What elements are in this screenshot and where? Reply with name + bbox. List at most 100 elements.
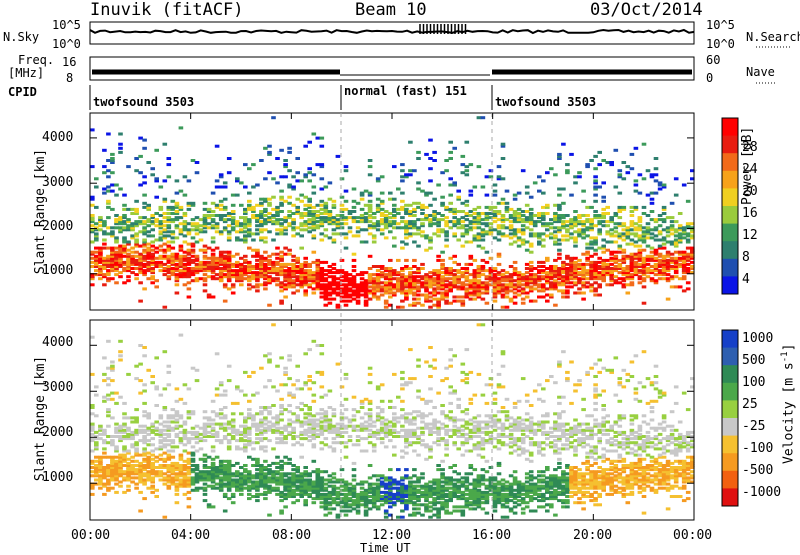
power-cell [271,207,276,211]
power-cell [251,210,256,213]
power-cell [681,271,687,275]
power-cell [649,279,655,283]
power-cell [496,210,502,213]
power-cell [138,258,143,262]
velocity-cell [226,484,232,488]
power-cell [641,277,647,281]
velocity-cell [118,474,123,478]
power-cell [291,175,296,179]
velocity-cell [134,482,139,486]
velocity-cell [182,383,188,387]
velocity-cell [106,383,111,387]
velocity-cell [319,420,325,424]
power-cell [174,252,180,256]
power-cell [541,222,546,226]
power-cell [267,212,272,215]
velocity-cell [243,486,248,490]
power-cell [609,216,614,220]
velocity-cell [122,457,127,461]
velocity-cell [170,464,176,467]
power-cell [210,260,216,264]
power-cell [569,271,574,275]
power-cell [661,220,667,224]
power-cell [174,256,180,260]
velocity-cell [226,459,232,463]
power-cell [343,293,349,297]
power-cell [198,260,204,264]
power-cell [102,283,107,287]
power-cell [581,267,586,270]
power-cell [617,169,623,173]
power-cell [396,273,401,277]
velocity-cell [194,430,200,434]
power-cell [383,226,389,230]
power-cell [319,275,325,279]
power-cell [218,260,224,264]
velocity-cell [198,432,204,436]
velocity-cell [202,435,208,438]
velocity-cell [343,416,349,420]
power-cell [138,136,143,140]
power-cell [629,254,635,258]
power-cell [424,283,429,287]
power-cell [400,281,405,285]
velocity-cell [210,461,216,465]
power-cell [375,177,381,181]
power-cell [158,265,164,268]
power-cell [412,285,417,289]
velocity-cell [335,501,341,505]
power-cell [114,246,119,250]
velocity-cell [303,432,308,436]
power-cell [267,269,272,273]
power-cell [633,252,639,256]
velocity-cell [118,426,123,430]
power-cell [557,226,562,230]
power-cell [593,262,598,266]
power-cell [287,252,292,256]
power-cell [247,265,252,268]
power-cell [114,183,119,187]
velocity-cell [263,486,268,490]
power-cell [122,240,127,244]
power-cell [142,250,147,254]
velocity-cell [331,488,337,492]
power-cell [331,238,337,242]
velocity-cell [194,432,200,436]
power-cell [609,218,614,222]
power-cell [235,179,240,183]
power-cell [90,218,95,222]
power-cell [593,193,598,197]
power-cell [158,207,164,211]
velocity-cell [178,484,184,488]
power-cell [617,191,623,195]
power-cell [681,289,687,293]
power-cell [198,267,204,270]
power-cell [396,281,401,285]
velocity-cell [190,480,196,484]
power-cell [601,246,606,250]
power-cell [367,205,373,209]
power-cell [404,228,409,232]
power-cell [460,226,466,230]
power-cell [424,293,429,297]
power-cell [279,189,284,193]
velocity-cell [142,468,147,472]
velocity-cell [158,478,164,482]
velocity-cell [222,474,228,478]
velocity-cell [186,484,192,488]
velocity-cell [307,478,312,482]
velocity-cell [267,379,272,383]
power-cell [420,222,425,226]
velocity-cell [146,486,151,490]
velocity-cell [347,488,353,492]
velocity-cell [319,408,325,412]
power-cell [307,197,312,201]
velocity-cell [174,492,180,496]
power-cell [480,269,486,273]
velocity-cell [98,461,103,465]
power-cell [343,232,349,236]
power-cell [230,218,236,222]
power-cell [420,207,425,211]
power-cell [295,179,300,183]
velocity-cell [263,490,268,494]
